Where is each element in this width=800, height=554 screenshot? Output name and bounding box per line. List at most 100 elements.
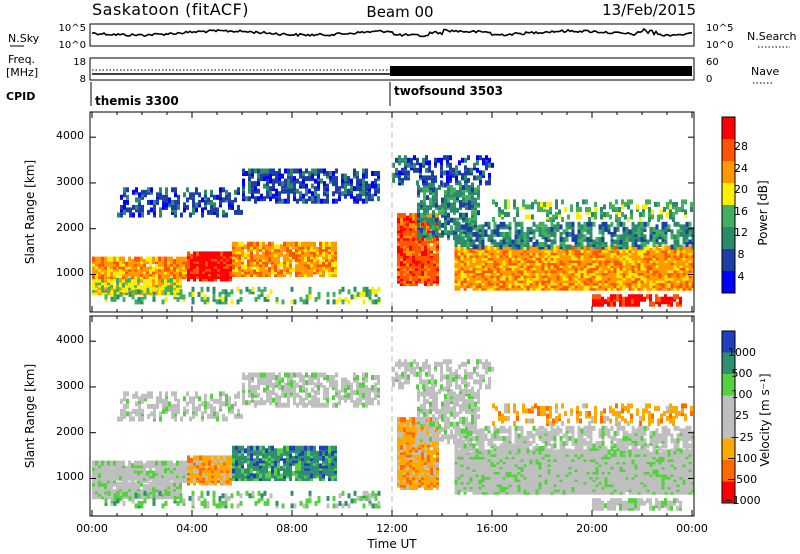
power-cell <box>541 283 545 289</box>
power-cell <box>225 197 228 203</box>
velocity-cell <box>92 486 95 492</box>
power-cell <box>232 241 235 247</box>
power-cell <box>286 256 289 262</box>
power-cell <box>601 253 605 258</box>
power-cell <box>640 231 644 237</box>
power-cell <box>341 183 344 189</box>
power-cell <box>234 189 237 195</box>
power-cell <box>338 196 341 202</box>
velocity-cell <box>265 460 268 466</box>
power-cell <box>278 196 281 202</box>
velocity-cell <box>226 470 229 476</box>
power-cell <box>574 268 578 274</box>
velocity-panel: 4000 3000 2000 1000 Slant Range [km] 100… <box>23 315 772 517</box>
power-cell <box>275 188 278 194</box>
power-cell <box>104 277 107 283</box>
power-cell <box>418 258 421 264</box>
power-cell <box>576 201 579 207</box>
power-cell <box>156 199 159 205</box>
power-cell <box>658 242 662 247</box>
power-cell <box>661 273 665 279</box>
power-cell <box>685 283 689 289</box>
power-cell <box>508 224 512 230</box>
power-cell <box>525 204 528 210</box>
power-cell <box>101 285 104 291</box>
velocity-cell <box>220 475 223 481</box>
velocity-cell <box>250 448 253 454</box>
velocity-cell <box>104 475 107 481</box>
power-cell <box>681 204 684 210</box>
velocity-cell <box>199 467 202 473</box>
power-cell <box>417 202 420 208</box>
power-cell <box>457 234 461 240</box>
power-cell <box>308 188 311 194</box>
power-heatmap <box>92 155 695 307</box>
power-cell <box>129 212 132 218</box>
power-cell <box>550 253 554 258</box>
velocity-cell <box>107 481 110 487</box>
velocity-cell <box>196 473 199 478</box>
power-cell <box>278 168 281 174</box>
noise-left-label: N.Sky <box>8 32 40 45</box>
power-cell <box>412 243 415 249</box>
power-cell <box>520 244 524 250</box>
power-cell <box>200 296 204 302</box>
velocity-cell <box>152 460 155 466</box>
power-cell <box>622 226 626 232</box>
power-cell <box>532 253 536 258</box>
power-cell <box>648 199 651 205</box>
power-cell <box>317 173 320 179</box>
power-cell <box>289 241 292 247</box>
power-cell <box>547 283 551 289</box>
velocity-cell <box>116 481 119 487</box>
power-cell <box>425 180 428 186</box>
power-cell <box>496 245 500 251</box>
power-cell <box>433 243 436 249</box>
power-cell <box>371 299 375 305</box>
power-cell <box>673 234 677 240</box>
velocity-cell <box>187 465 190 471</box>
power-colorbar-segment <box>722 271 735 293</box>
power-cell <box>326 183 329 189</box>
power-cell <box>664 221 668 227</box>
power-cell <box>607 229 611 235</box>
power-cell <box>676 229 680 235</box>
power-cell <box>302 178 305 184</box>
power-cell <box>187 266 190 272</box>
power-cell <box>586 224 590 230</box>
power-cell <box>646 245 650 251</box>
velocity-cell <box>214 470 217 476</box>
power-cell <box>550 244 554 250</box>
power-cell <box>400 273 403 279</box>
power-cell <box>287 168 290 174</box>
velocity-cell <box>104 465 107 471</box>
power-cell <box>365 181 368 187</box>
power-cell <box>688 245 692 251</box>
power-cell <box>164 256 167 262</box>
power-cell <box>468 200 471 206</box>
power-cell <box>535 268 539 274</box>
power-cell <box>328 254 331 260</box>
velocity-cell <box>202 455 205 461</box>
power-cell <box>490 268 494 274</box>
power-cell <box>544 283 548 289</box>
power-cell <box>305 168 308 174</box>
power-cell <box>134 261 137 267</box>
power-cell <box>468 195 471 201</box>
power-cell <box>236 299 240 305</box>
power-cell <box>137 296 141 302</box>
power-cell <box>438 210 441 216</box>
power-ylabel: Slant Range [km] <box>23 160 37 264</box>
power-cell <box>186 197 189 203</box>
velocity-cell <box>158 481 161 487</box>
power-cell <box>110 256 113 262</box>
power-cell <box>323 186 326 192</box>
power-cell <box>582 199 585 205</box>
power-cell <box>247 244 250 250</box>
power-cell <box>667 296 670 302</box>
power-cell <box>179 294 183 300</box>
power-cell <box>634 242 638 247</box>
power-cell <box>529 226 533 232</box>
power-cell <box>332 171 335 176</box>
power-cell <box>669 204 672 210</box>
